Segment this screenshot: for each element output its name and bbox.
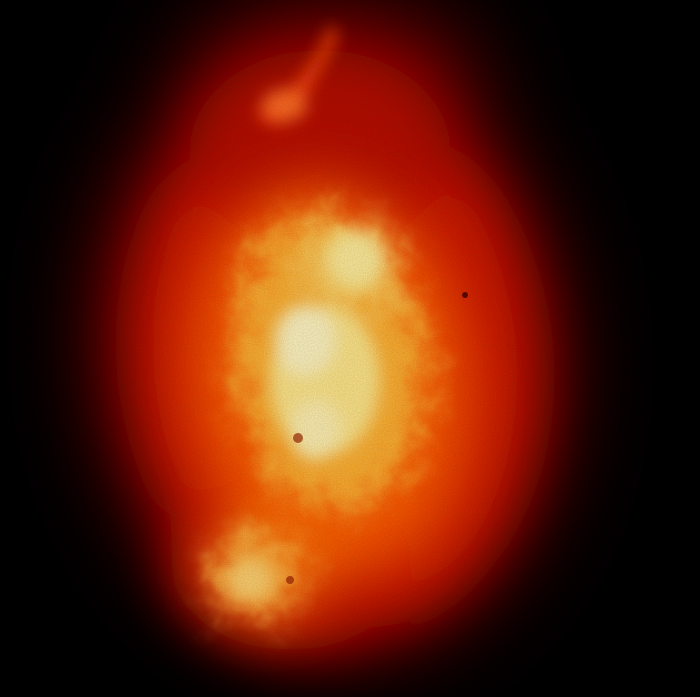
film-grain: [0, 0, 700, 697]
image-frame: [0, 0, 700, 697]
nebula-image: [0, 0, 700, 697]
